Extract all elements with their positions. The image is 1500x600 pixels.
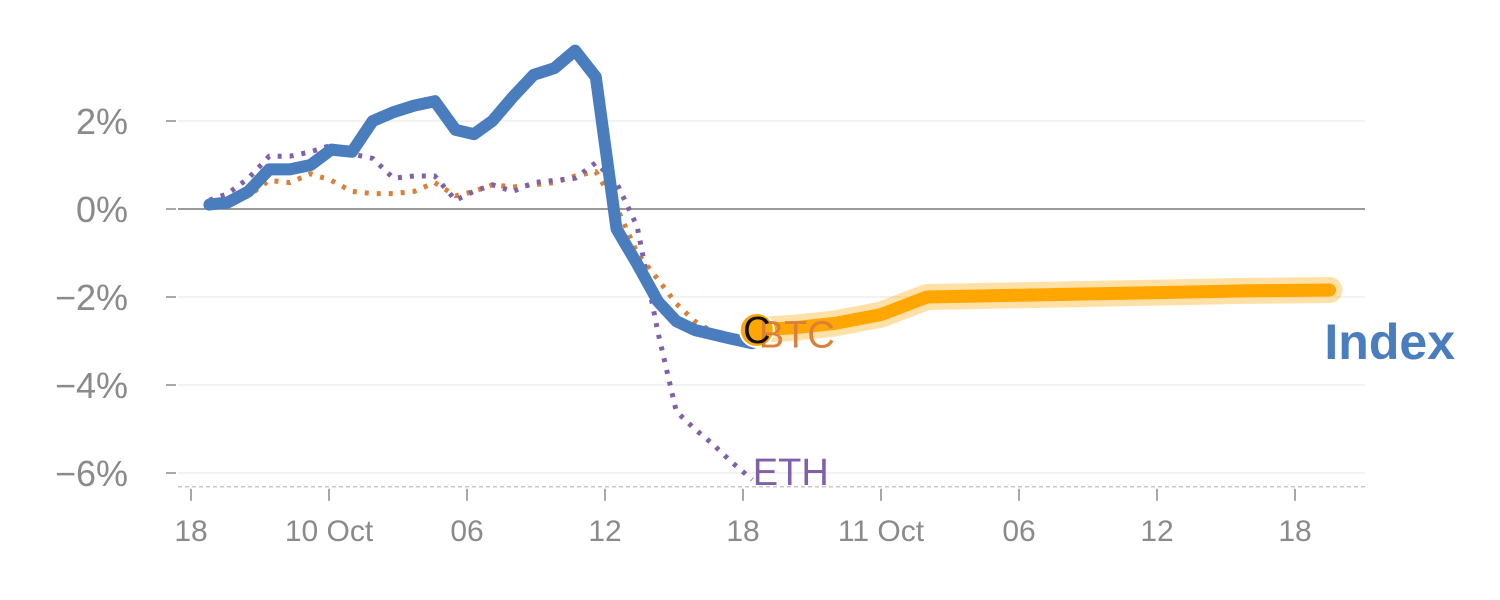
series-line-btc — [209, 169, 753, 344]
x-tick-label: 06 — [450, 515, 483, 548]
eth-label: ETH — [753, 452, 829, 494]
grid-layer: 2% 0% −2% −4% −6% 18 10 Oct 06 12 18 11 Oct 06 12 18 — [55, 101, 1365, 548]
y-tick-label: −4% — [55, 365, 128, 406]
x-tick-label: 10 Oct — [285, 515, 374, 548]
index-label: Index — [1324, 314, 1455, 370]
series-line-eth — [208, 142, 754, 482]
x-tick-label: 06 — [1002, 515, 1035, 548]
x-tick-label: 12 — [1140, 515, 1173, 548]
y-tick-label: −6% — [55, 453, 128, 494]
marker-label: C — [743, 310, 770, 352]
endpoint-marker — [738, 312, 775, 348]
y-tick-label: 0% — [76, 189, 128, 230]
y-tick-label: 2% — [76, 101, 128, 142]
series-layer — [203, 44, 1343, 482]
x-tick-label: 18 — [1278, 515, 1311, 548]
projection-line — [750, 283, 1336, 337]
x-tick-label: 11 Oct — [838, 515, 925, 548]
y-tick-label: −2% — [55, 277, 128, 318]
x-tick-label: 18 — [174, 515, 207, 548]
series-line-index — [203, 44, 759, 350]
x-tick-label: 12 — [588, 515, 621, 548]
x-tick-label: 18 — [726, 515, 759, 548]
btc-label: BTC — [759, 314, 835, 356]
